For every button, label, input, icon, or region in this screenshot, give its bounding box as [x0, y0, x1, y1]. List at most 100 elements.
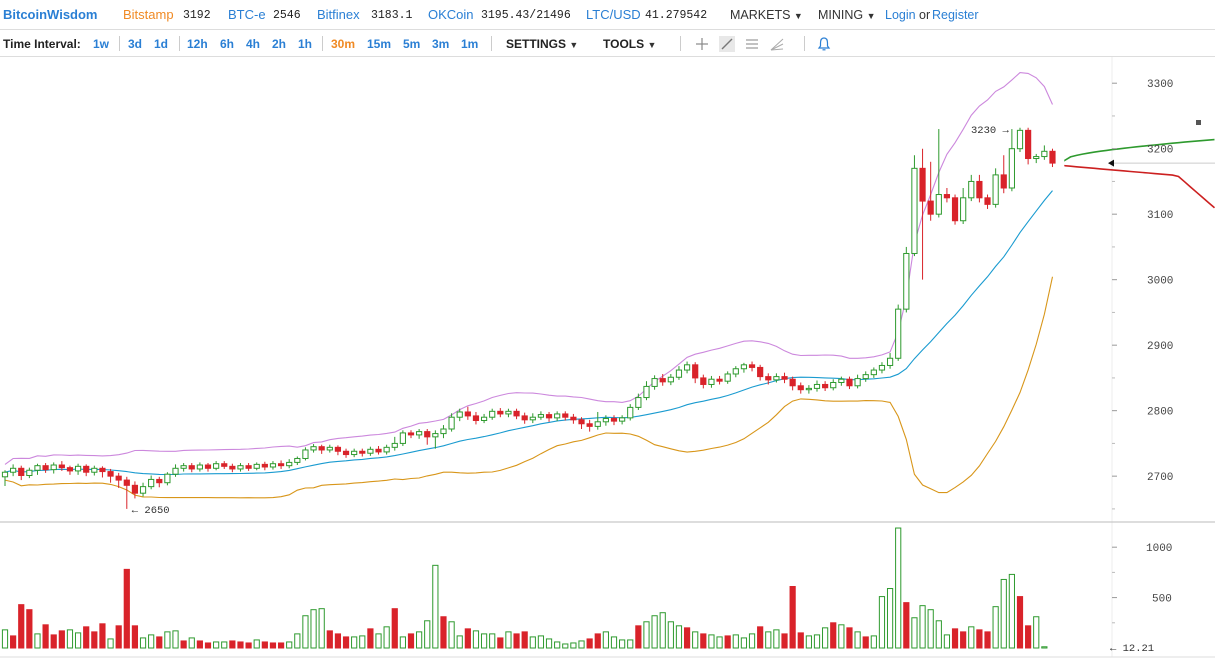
login-link[interactable]: Login: [885, 8, 916, 22]
interval-3d[interactable]: 3d: [128, 37, 143, 51]
interval-1m[interactable]: 1m: [461, 37, 479, 51]
candle: [545, 411, 553, 422]
candle: [213, 461, 220, 471]
candle: [367, 446, 374, 456]
tools-menu[interactable]: TOOLS ▼: [603, 37, 656, 51]
horizontal-lines-icon[interactable]: [744, 36, 760, 52]
price-tick-label: 2900: [1147, 341, 1173, 353]
candle-body: [960, 197, 967, 222]
volume-tick-label: 500: [1152, 594, 1172, 606]
interval-4h[interactable]: 4h: [246, 37, 261, 51]
candle: [748, 361, 756, 372]
volume-bar: [635, 625, 642, 649]
candle: [464, 406, 471, 420]
candle: [683, 361, 691, 374]
candle: [895, 304, 902, 361]
interval-2h[interactable]: 2h: [272, 37, 287, 51]
candle: [984, 194, 991, 209]
markets-menu[interactable]: MARKETS ▼: [730, 8, 803, 22]
candle: [1033, 153, 1040, 164]
candle: [951, 194, 959, 225]
candle: [107, 468, 114, 483]
candle: [797, 382, 804, 394]
interval-1d[interactable]: 1d: [154, 37, 169, 51]
market-name-bitstamp[interactable]: Bitstamp: [123, 7, 174, 22]
volume-bar: [643, 621, 650, 649]
candle-body: [74, 465, 82, 472]
candle: [139, 482, 147, 497]
site-logo[interactable]: BitcoinWisdom: [3, 7, 98, 22]
candle: [960, 187, 967, 225]
candle: [692, 362, 699, 384]
volume-bar: [968, 626, 975, 649]
candle-body: [594, 421, 601, 427]
market-name-ltcusd[interactable]: LTC/USD: [586, 7, 641, 22]
candle-body: [675, 369, 683, 378]
interval-3m[interactable]: 3m: [432, 37, 450, 51]
scroll-handle[interactable]: [1196, 120, 1201, 125]
candle-body: [42, 465, 49, 471]
volume-bar: [732, 634, 739, 649]
candle: [1, 470, 9, 486]
candle-body: [237, 465, 244, 470]
interval-6h[interactable]: 6h: [220, 37, 235, 51]
candle: [773, 373, 780, 383]
candle: [781, 372, 788, 384]
volume-bar: [480, 633, 488, 649]
settings-menu[interactable]: SETTINGS ▼: [506, 37, 578, 51]
market-name-okcoin[interactable]: OKCoin: [428, 7, 474, 22]
volume-bar: [651, 615, 658, 649]
candle: [976, 174, 983, 203]
candle: [131, 481, 139, 499]
price-chart[interactable]: 2700 2800 2900 3000 3100 3200 3300 500 1000 ← 26…: [0, 57, 1215, 659]
candle: [667, 373, 674, 386]
candle: [432, 430, 439, 449]
market-name-bitfinex[interactable]: Bitfinex: [317, 7, 360, 22]
alert-bell-icon[interactable]: [816, 36, 832, 52]
register-link[interactable]: Register: [932, 8, 979, 22]
interval-15m[interactable]: 15m: [367, 37, 392, 51]
candle: [277, 460, 285, 469]
volume-bar: [1008, 573, 1015, 649]
candle-body: [700, 377, 707, 385]
top-navigation-bar: BitcoinWisdom Bitstamp 3192 BTC-e 2546 B…: [0, 0, 1215, 30]
candle: [586, 419, 593, 432]
candle-body: [1008, 148, 1015, 189]
interval-1w[interactable]: 1w: [93, 37, 110, 51]
volume-bar: [545, 638, 553, 649]
fan-icon[interactable]: [769, 36, 785, 52]
trend-line-icon[interactable]: [719, 36, 735, 52]
volume-bar: [286, 641, 293, 649]
volume-bar: [862, 636, 869, 649]
candle: [1049, 148, 1056, 168]
candle-body: [156, 478, 163, 484]
volume-bar: [99, 623, 106, 649]
volume-bar: [294, 633, 301, 649]
interval-30m[interactable]: 30m: [331, 37, 356, 51]
candle-body: [886, 357, 894, 366]
candle-body: [692, 364, 699, 379]
candle-body: [229, 465, 236, 470]
candle: [643, 381, 650, 401]
volume-bar: [854, 631, 861, 649]
candle: [253, 462, 260, 471]
volume-bar: [302, 615, 309, 649]
candle: [627, 404, 634, 421]
candle-body: [537, 414, 545, 418]
market-name-btce[interactable]: BTC-e: [228, 7, 266, 22]
candle-body: [489, 410, 496, 418]
candle-body: [66, 467, 74, 472]
candle-body: [838, 378, 845, 383]
volume-bar: [245, 642, 252, 649]
candle: [26, 467, 33, 479]
mining-menu[interactable]: MINING ▼: [818, 8, 876, 22]
candle-body: [448, 416, 455, 430]
interval-1h[interactable]: 1h: [298, 37, 313, 51]
candle: [351, 448, 358, 458]
interval-5m[interactable]: 5m: [403, 37, 421, 51]
volume-bar: [765, 631, 772, 649]
crosshair-icon[interactable]: [694, 36, 710, 52]
volume-bar: [448, 621, 455, 649]
volume-bar: [123, 568, 130, 649]
interval-12h[interactable]: 12h: [187, 37, 208, 51]
